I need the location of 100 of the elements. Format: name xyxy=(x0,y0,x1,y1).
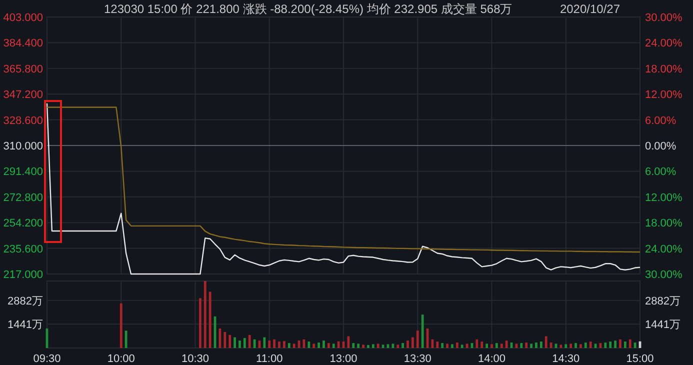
bar xyxy=(624,342,626,348)
bar xyxy=(628,339,632,348)
y-tick-label: 1441万 xyxy=(8,319,43,332)
x-tick-label: 14:00 xyxy=(478,353,506,365)
bar xyxy=(243,338,246,348)
bar xyxy=(332,344,335,348)
bar xyxy=(238,340,241,348)
bar xyxy=(456,342,458,348)
y2-tick-label: 30.00% xyxy=(645,269,683,281)
bar xyxy=(530,344,532,348)
bar xyxy=(480,342,484,348)
bar xyxy=(292,344,296,348)
bar xyxy=(406,340,409,348)
bar xyxy=(253,339,256,348)
bar xyxy=(476,339,478,348)
y-tick-label: 217.000 xyxy=(3,269,43,281)
y2-tick-label: 24.00% xyxy=(645,38,683,50)
bar xyxy=(228,334,232,348)
y-tick-label: 235.600 xyxy=(3,243,43,256)
y-tick-label: 254.200 xyxy=(3,218,43,230)
bar xyxy=(362,344,364,348)
y2-tick-label: 0.00% xyxy=(645,140,676,152)
bar xyxy=(312,344,316,348)
bar xyxy=(234,337,236,348)
bar xyxy=(544,336,548,348)
x-tick-label: 09:30 xyxy=(33,353,61,365)
bar xyxy=(441,343,444,348)
y2-tick-label: 24.00% xyxy=(645,243,683,256)
y2-tick-label: 12.00% xyxy=(645,192,683,204)
bar xyxy=(584,342,587,348)
x-tick-label: 10:00 xyxy=(107,353,135,365)
bar xyxy=(337,341,340,348)
y2-tick-label: 18.00% xyxy=(645,63,683,76)
line-series xyxy=(46,102,641,275)
bar xyxy=(367,345,370,348)
y-tick-label: 365.800 xyxy=(3,63,43,76)
y-tick-label: 291.400 xyxy=(3,166,43,178)
bar xyxy=(268,340,271,348)
x-tick-label: 13:30 xyxy=(404,353,432,365)
bar xyxy=(322,340,325,348)
bar xyxy=(500,344,503,348)
bar xyxy=(308,342,310,348)
y2-tick-label: 6.00% xyxy=(645,114,676,127)
bar xyxy=(357,344,360,348)
bar xyxy=(208,292,212,348)
bar xyxy=(120,303,122,348)
bar xyxy=(505,340,508,348)
bar xyxy=(411,337,414,348)
y2-tick-label: 12.00% xyxy=(645,89,683,102)
bar xyxy=(396,344,400,348)
line-series xyxy=(46,106,641,253)
chart-title: 123030 15:00 价 221.800 涨跌 -88.200(-28.45%) 均价 232.905 成交量 568万 xyxy=(104,2,512,16)
bar xyxy=(535,342,538,348)
bar xyxy=(198,298,202,348)
bar xyxy=(446,344,448,348)
y-tick-label: 2882万 xyxy=(8,295,43,308)
bar xyxy=(580,344,582,348)
bar xyxy=(273,339,276,348)
bar xyxy=(495,343,498,348)
x-tick-label: 10:30 xyxy=(181,353,210,365)
bar xyxy=(560,344,562,348)
bar xyxy=(540,342,542,348)
y-tick-label: 347.200 xyxy=(3,89,43,102)
bar xyxy=(124,330,128,348)
x-tick-label: 14:30 xyxy=(552,353,580,365)
y2-tick-label: 2882万 xyxy=(645,295,680,308)
bar xyxy=(283,341,286,348)
bar xyxy=(604,342,607,348)
bar xyxy=(347,336,350,348)
y2-tick-label: 18.00% xyxy=(645,218,683,230)
bar xyxy=(634,342,636,348)
bar xyxy=(402,343,404,348)
bar xyxy=(570,344,572,348)
bar xyxy=(486,344,488,348)
y-tick-label: 328.600 xyxy=(3,114,43,127)
bar xyxy=(421,314,424,348)
bar xyxy=(248,334,251,348)
bar xyxy=(263,337,266,348)
y-tick-label: 272.800 xyxy=(3,192,43,204)
bar xyxy=(327,343,330,348)
x-tick-label: 11:00 xyxy=(256,353,283,365)
bar xyxy=(525,342,528,348)
bar xyxy=(416,330,419,348)
bar xyxy=(619,339,622,348)
bar xyxy=(204,281,206,348)
bar xyxy=(352,343,355,348)
y2-tick-label: 6.00% xyxy=(645,166,676,178)
x-tick-label: 15:00 xyxy=(626,353,654,365)
bar xyxy=(318,342,320,348)
bar xyxy=(278,342,280,348)
bar xyxy=(224,332,226,348)
bar xyxy=(490,344,493,348)
bar xyxy=(288,343,290,348)
bar xyxy=(392,344,394,348)
bar xyxy=(451,344,454,348)
y2-tick-label: 30.00% xyxy=(645,12,683,24)
bar xyxy=(609,342,612,348)
bar xyxy=(574,343,577,348)
y-tick-label: 310.000 xyxy=(3,140,43,152)
bar xyxy=(460,344,464,348)
